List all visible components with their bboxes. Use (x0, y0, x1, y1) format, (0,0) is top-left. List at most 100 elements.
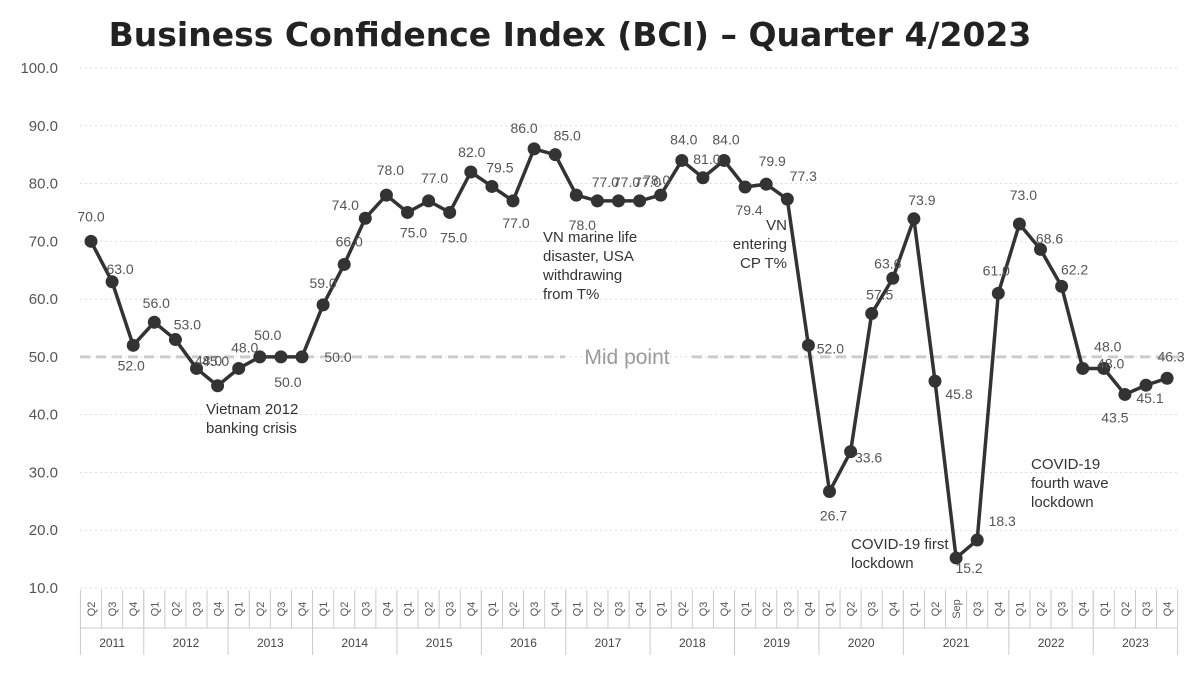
quarter-tick-label: Q4 (213, 602, 225, 617)
data-point (907, 212, 921, 226)
data-point (485, 179, 499, 193)
quarter-tick-label: Q4 (297, 602, 309, 617)
data-label: 63.0 (106, 261, 133, 277)
quarter-tick-label: Q3 (276, 602, 288, 617)
annotation-line: Vietnam 2012 (206, 401, 298, 418)
data-label: 77.0 (421, 170, 448, 186)
data-label: 73.0 (1010, 187, 1037, 203)
data-point (1034, 242, 1047, 256)
data-point (654, 188, 668, 202)
data-point (379, 188, 393, 202)
chart-title: Business Confidence Index (BCI) – Quarte… (109, 15, 1032, 54)
midline-label: Mid point (584, 346, 669, 369)
data-label: 48.0 (1097, 355, 1124, 371)
quarter-tick-label: Q2 (1036, 602, 1048, 617)
quarter-tick-label: Q3 (529, 602, 541, 617)
data-point (211, 379, 225, 393)
quarter-tick-label: Q1 (825, 602, 837, 617)
annotation: VN marine life disaster, USA withdrawing fr… (542, 229, 637, 303)
quarter-tick-label: Q4 (803, 602, 815, 617)
data-label: 48.0 (1094, 338, 1121, 354)
data-point (401, 205, 414, 219)
data-label: 43.5 (1101, 409, 1128, 425)
data-label: 53.0 (174, 317, 201, 333)
data-label: 57.5 (866, 287, 893, 303)
annotation: COVID-19 first lockdown (851, 536, 949, 572)
year-tick-label: 2021 (943, 636, 970, 650)
quarter-tick-label: Q2 (592, 602, 604, 617)
quarter-tick-label: Q1 (656, 602, 668, 617)
quarter-tick-label: Q2 (761, 602, 773, 617)
annotation-line: lockdown (1031, 494, 1094, 511)
data-label: 70.0 (77, 208, 104, 224)
data-label: 45.8 (945, 386, 972, 402)
data-label: 63.6 (874, 255, 901, 271)
year-tick-label: 2023 (1122, 636, 1149, 650)
data-point (84, 234, 98, 248)
data-label: 81.0 (693, 151, 720, 167)
annotation-line: COVID-19 (1031, 456, 1100, 473)
data-point (970, 533, 984, 547)
x-axis: Q2 Q3 Q4 2011 Q1 Q2 Q3 Q4 2012 Q1 Q2 Q3 Q4 2013 Q1 Q2 Q3… (79, 590, 1179, 655)
data-point (612, 194, 625, 208)
data-label: 79.9 (759, 153, 786, 169)
y-tick-label: 10.0 (29, 580, 58, 597)
data-point (717, 153, 731, 167)
data-label: 15.2 (955, 560, 982, 576)
data-label: 86.0 (510, 120, 537, 136)
grid-layer: 10.0 20.0 30.0 40.0 50.0 60.0 70.0 80.0 90.0 100.… (20, 60, 1180, 597)
quarter-tick-label: Q3 (782, 602, 794, 617)
data-point (105, 275, 119, 289)
data-label: 77.3 (790, 168, 817, 184)
data-point (991, 286, 1005, 300)
y-tick-label: 70.0 (29, 233, 58, 250)
quarter-tick-label: Q4 (1162, 602, 1174, 617)
data-point (865, 307, 879, 321)
quarter-tick-label: Q1 (149, 602, 161, 617)
data-point (190, 361, 203, 375)
data-point (675, 153, 689, 167)
data-label: 45.0 (202, 353, 229, 369)
year-tick-label: 2017 (595, 636, 622, 650)
data-label: 18.3 (989, 513, 1016, 529)
annotation: VN entering CP T% (733, 217, 787, 272)
quarter-tick-label: Q1 (1014, 602, 1026, 617)
data-point (253, 350, 267, 364)
quarter-tick-label: Q4 (550, 602, 562, 617)
data-point (590, 194, 604, 208)
midline-layer: Mid point (80, 346, 1180, 369)
annotation-line: banking crisis (206, 420, 297, 437)
data-point (1139, 378, 1153, 392)
quarter-tick-label: Q4 (381, 602, 393, 617)
quarter-tick-label: Sep (951, 599, 963, 619)
data-point (316, 298, 330, 312)
data-label: 84.0 (670, 131, 697, 147)
quarter-tick-label: Q3 (107, 602, 119, 617)
data-point (295, 350, 309, 364)
bci-series (84, 142, 1174, 565)
year-tick-label: 2014 (341, 636, 368, 650)
data-point (801, 338, 815, 352)
data-label: 75.0 (400, 224, 427, 240)
data-label: 84.0 (712, 131, 739, 147)
quarter-tick-label: Q4 (1078, 602, 1090, 617)
data-point (780, 192, 794, 206)
y-tick-label: 20.0 (29, 522, 58, 539)
annotation: Vietnam 2012 banking crisis (206, 401, 298, 437)
data-label: 82.0 (458, 144, 485, 160)
annotation-line: withdrawing (542, 267, 622, 284)
data-label: 48.0 (231, 339, 258, 355)
data-label: 59.0 (309, 275, 336, 291)
quarter-tick-label: Q2 (339, 602, 351, 617)
y-tick-label: 100.0 (20, 60, 58, 77)
data-label: 78.0 (643, 172, 670, 188)
quarter-tick-label: Q2 (508, 602, 520, 617)
quarter-tick-label: Q1 (1099, 602, 1111, 617)
data-point (147, 315, 161, 329)
year-tick-label: 2019 (763, 636, 790, 650)
data-point (738, 180, 752, 194)
data-label: 85.0 (554, 128, 581, 144)
data-point (168, 333, 182, 347)
quarter-tick-label: Q3 (192, 602, 204, 617)
y-tick-label: 50.0 (29, 349, 58, 366)
